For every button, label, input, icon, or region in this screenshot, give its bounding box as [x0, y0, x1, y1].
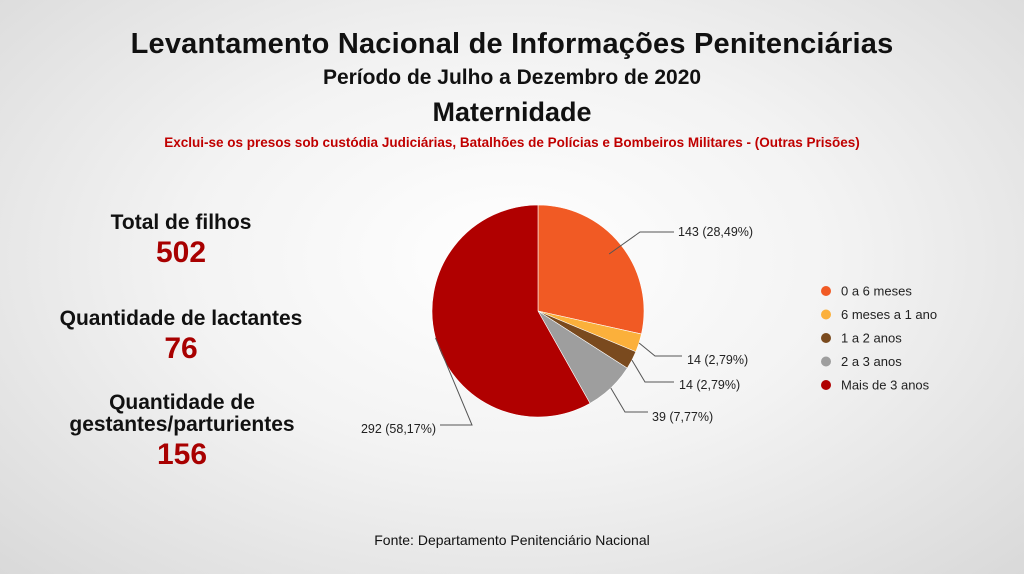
data-label: 14 (2,79%): [679, 378, 740, 392]
legend-marker: [821, 356, 831, 367]
stat-total-filhos: Total de filhos 502: [40, 212, 322, 270]
stat-value: 76: [164, 332, 198, 365]
page-title: Levantamento Nacional de Informações Pen…: [130, 28, 894, 60]
pie-slice: [537, 204, 645, 335]
leader-line: [435, 337, 473, 426]
section-title: Maternidade: [432, 97, 592, 127]
stat-label: Total de filhos: [110, 211, 252, 234]
legend-marker: [821, 333, 831, 343]
legend-label: 0 a 6 meses: [841, 284, 912, 299]
legend-marker: [821, 380, 831, 390]
period-subtitle: Período de Julho a Dezembro de 2020: [322, 66, 702, 89]
data-label: 14 (2,79%): [687, 353, 748, 367]
leader-line: [631, 359, 674, 383]
exclusion-note: Exclui-se os presos sob custódia Judiciá…: [164, 135, 860, 150]
data-label: 292 (58,17%): [361, 422, 436, 436]
legend-label: 6 meses a 1 ano: [841, 307, 937, 322]
stat-label: Quantidade de lactantes: [59, 307, 303, 330]
leader-line: [610, 387, 648, 413]
data-label: 143 (28,49%): [678, 225, 753, 239]
legend-marker: [821, 286, 831, 296]
source-note: Fonte: Departamento Penitenciário Nacion…: [374, 532, 650, 548]
leader-line: [638, 342, 682, 357]
legend-label: 1 a 2 anos: [841, 331, 902, 346]
legend-label: Mais de 3 anos: [841, 378, 930, 393]
legend-marker: [821, 309, 831, 320]
data-label: 39 (7,77%): [652, 410, 713, 424]
stat-label: Quantidade de gestantes/parturientes: [69, 391, 295, 436]
stat-value: 156: [156, 438, 208, 471]
stat-value: 502: [155, 236, 207, 269]
legend-label: 2 a 3 anos: [841, 354, 902, 369]
stat-gestantes: Quantidade de gestantes/parturientes 156: [42, 392, 322, 472]
stat-lactantes: Quantidade de lactantes 76: [40, 308, 322, 366]
pie-slice: [431, 204, 591, 418]
leader-line: [608, 231, 674, 255]
